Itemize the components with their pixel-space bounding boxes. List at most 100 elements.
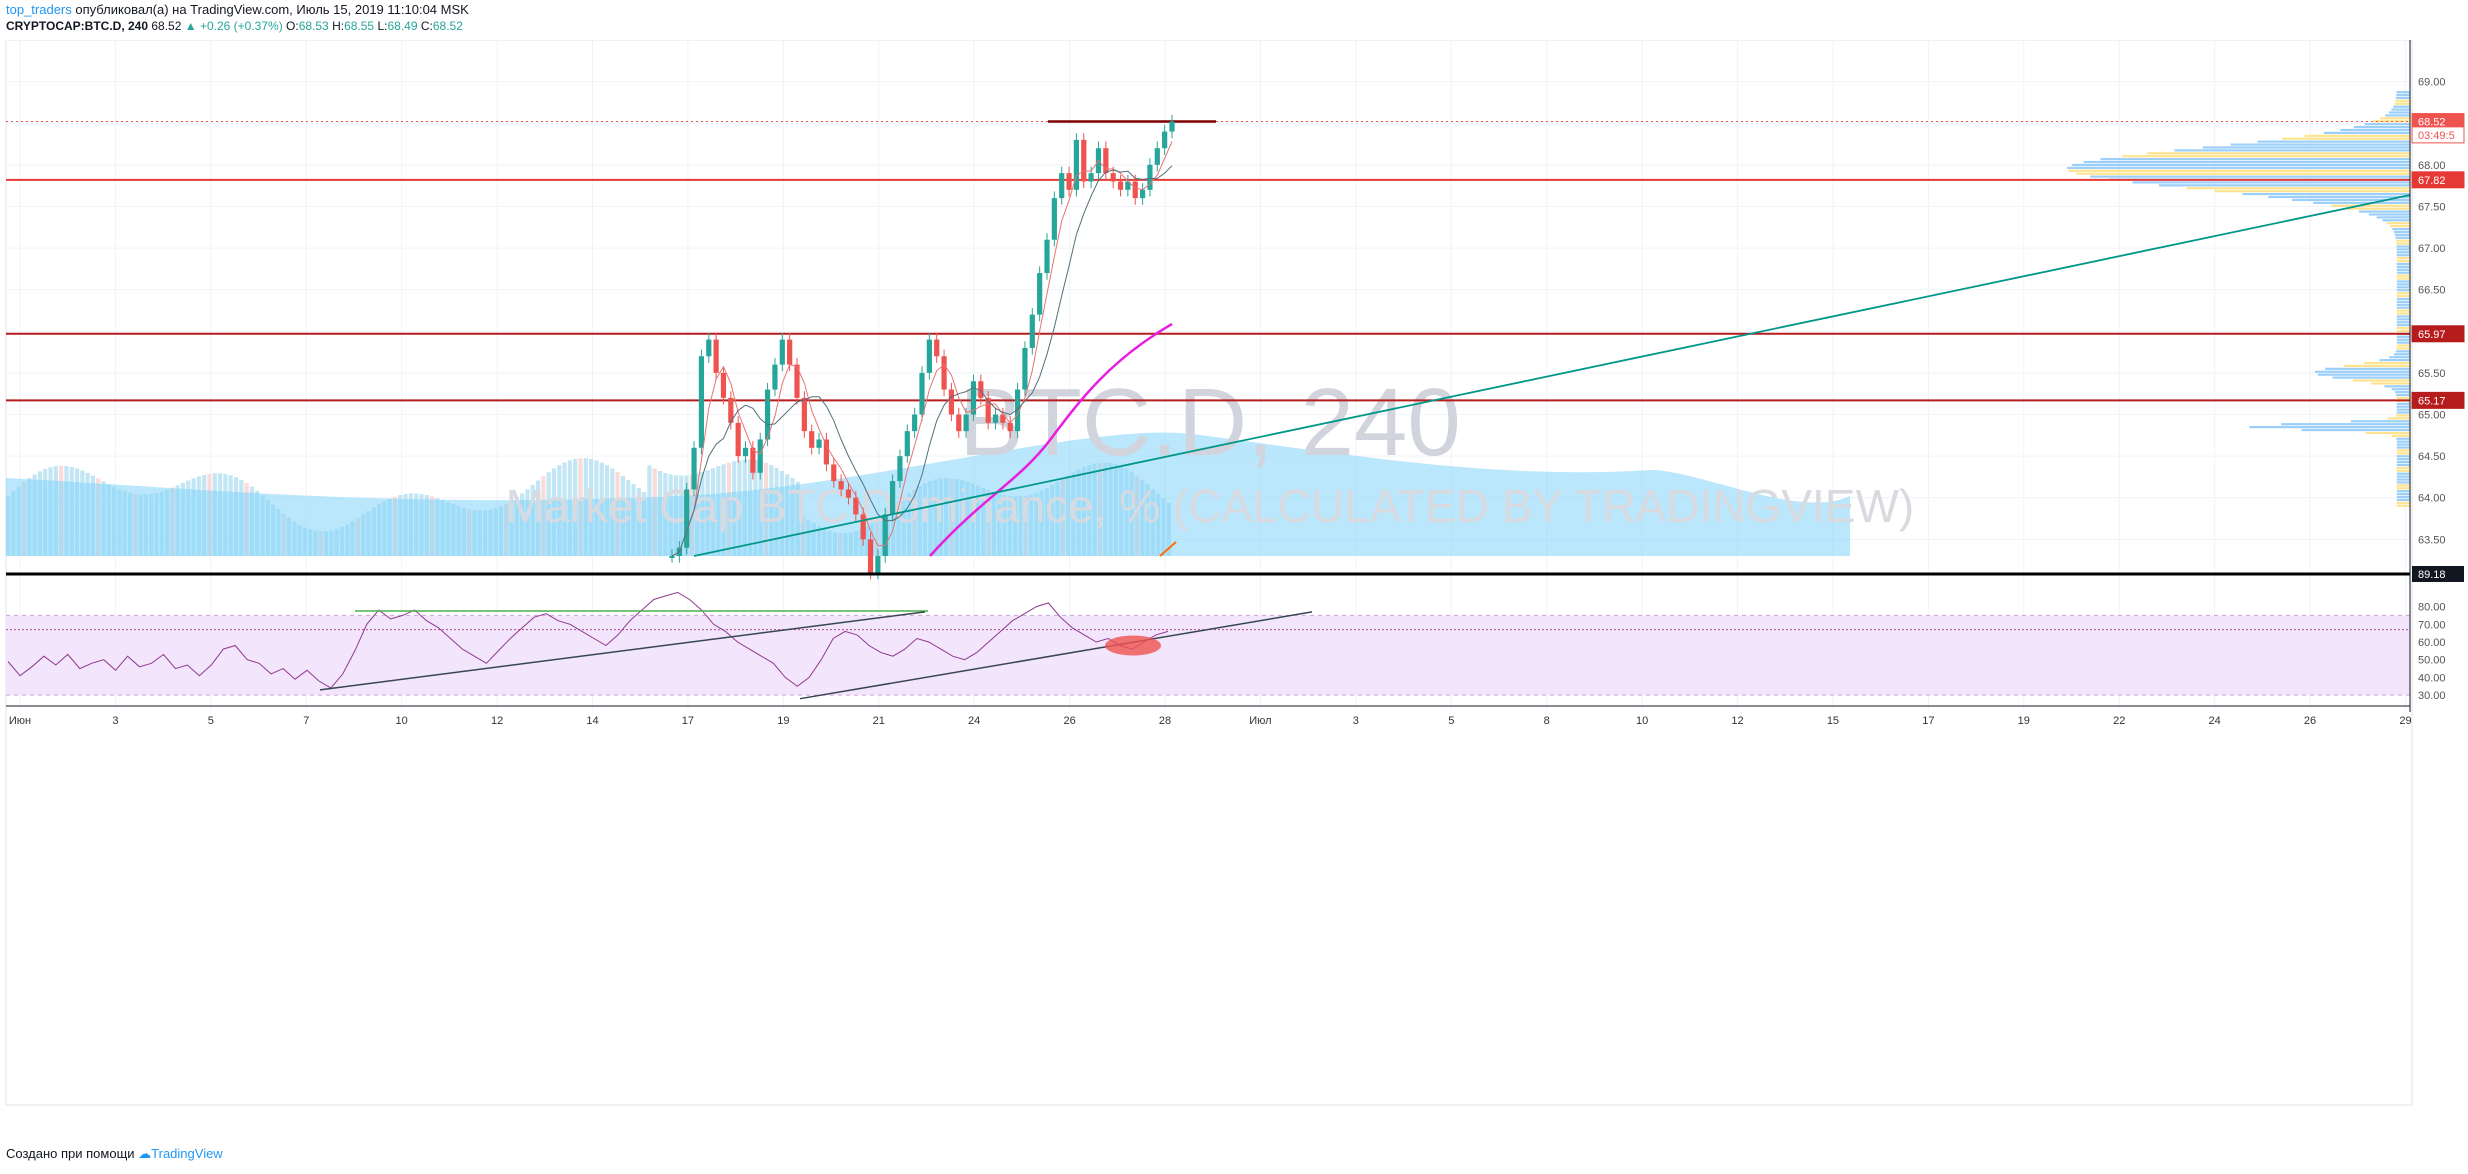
- profile-bar: [2390, 225, 2410, 228]
- profile-bar: [2396, 460, 2410, 464]
- rsi-trendline-1: [319, 611, 926, 691]
- candle-body: [698, 356, 705, 448]
- tradingview-logo-icon: ☁: [138, 1146, 152, 1161]
- candle-body: [992, 414, 999, 423]
- time-tick-label: 3: [112, 715, 118, 727]
- profile-bar: [2392, 227, 2410, 231]
- profile-bar: [2396, 452, 2410, 455]
- profile-bar: [2396, 347, 2410, 350]
- profile-bar: [2072, 163, 2410, 167]
- profile-bar: [2396, 463, 2410, 467]
- profile-bar: [2391, 434, 2410, 437]
- profile-bar: [2396, 455, 2410, 458]
- chart-canvas[interactable]: BTC.D, 240 Market Cap BTC Dominance, % (…: [0, 40, 2468, 1144]
- profile-bar: [2396, 312, 2410, 315]
- ma-slow-line: [671, 165, 1173, 557]
- profile-bar: [2396, 248, 2410, 251]
- candle-body: [889, 481, 896, 515]
- profile-bar: [2396, 303, 2410, 306]
- time-tick-label: 24: [2208, 715, 2220, 727]
- time-tick-label: 10: [396, 715, 408, 727]
- watermark-subtitle: Market Cap BTC Dominance, % (CALCULATED …: [506, 480, 1914, 532]
- candle-body: [1014, 389, 1021, 432]
- profile-bar: [2396, 341, 2410, 344]
- profile-bar: [2282, 137, 2410, 140]
- candle-body: [823, 439, 830, 465]
- candle-body: [934, 339, 940, 357]
- candle-body: [904, 431, 910, 457]
- rsi-level-text: 89.18: [2418, 569, 2446, 581]
- profile-bar: [2396, 469, 2410, 472]
- horizontal-levels[interactable]: [6, 120, 2410, 402]
- profile-bar: [2396, 306, 2410, 309]
- time-tick-label: 3: [1353, 715, 1359, 727]
- rsi-tick-label: 60.00: [2418, 637, 2446, 649]
- profile-bar: [2314, 370, 2410, 373]
- candle-body: [882, 514, 888, 556]
- profile-bar: [2396, 472, 2410, 475]
- trendline-support: [693, 194, 2411, 557]
- profile-bar: [2396, 446, 2410, 449]
- profile-bar: [2343, 364, 2410, 368]
- profile-bar: [2396, 493, 2410, 496]
- profile-bar: [2076, 172, 2410, 175]
- profile-bar: [2396, 294, 2410, 298]
- profile-bar: [2396, 411, 2410, 414]
- profile-bar: [2396, 265, 2410, 269]
- profile-bar: [2384, 385, 2410, 388]
- profile-bar: [2396, 239, 2410, 242]
- price-label-text: 65.97: [2418, 329, 2446, 341]
- profile-bar: [2396, 478, 2410, 481]
- high-value: 68.55: [344, 19, 375, 33]
- profile-bar: [2391, 108, 2410, 111]
- profile-bar: [2396, 481, 2410, 484]
- candle-body: [706, 339, 712, 357]
- time-tick-label: 7: [303, 715, 309, 727]
- candle-body: [985, 397, 991, 423]
- profile-bar: [2396, 318, 2410, 321]
- symbol-label: CRYPTOCAP:BTC.D, 240: [6, 19, 149, 33]
- candle-body: [1162, 131, 1168, 149]
- footer: Создано при помощи ☁TradingView: [6, 1146, 223, 1162]
- profile-bar: [2396, 504, 2410, 507]
- published-text: опубликовал(а) на TradingView.com, Июль …: [75, 2, 469, 17]
- candle-body: [1103, 148, 1109, 174]
- profile-bar: [2396, 458, 2410, 461]
- time-tick-label: 17: [1922, 715, 1934, 727]
- candle-body: [948, 389, 955, 415]
- rsi-tick-label: 40.00: [2418, 672, 2446, 684]
- profile-bar: [2396, 498, 2410, 502]
- candle-body: [757, 439, 763, 473]
- footer-brand[interactable]: TradingView: [151, 1146, 223, 1161]
- candle-body: [1007, 422, 1013, 432]
- profile-bar: [2083, 160, 2410, 164]
- candle-body: [978, 381, 984, 398]
- profile-bar: [2396, 286, 2410, 289]
- footer-made-with: Создано при помощи: [6, 1146, 135, 1161]
- time-axis: Июн 3 5 7 10 12 14 17 19 21 24 26 28 Июл 3 5 8 10 12 15 17 19…: [6, 705, 2412, 727]
- author-link[interactable]: top_traders: [6, 2, 72, 17]
- price-tick-label: 63.50: [2418, 534, 2446, 546]
- time-tick-label: 29: [2399, 715, 2411, 727]
- candle-body: [1088, 173, 1094, 182]
- profile-bar: [2396, 321, 2410, 324]
- volume-profile-bars: [6, 432, 1850, 556]
- rsi-tick-label: 30.00: [2418, 690, 2446, 702]
- rsi-tick-label: 50.00: [2418, 655, 2446, 667]
- profile-bar: [2396, 277, 2410, 280]
- candle-body: [764, 389, 771, 440]
- low-value: 68.49: [387, 19, 418, 33]
- profile-bar: [2395, 236, 2410, 239]
- profile-bar: [2396, 408, 2410, 411]
- profile-bar: [2350, 420, 2410, 423]
- trend-lines[interactable]: [693, 194, 2411, 557]
- candle-body: [713, 339, 719, 373]
- time-tick-label: 26: [2304, 715, 2316, 727]
- candle-body: [1000, 414, 1006, 423]
- profile-bar: [2391, 388, 2410, 391]
- price-tick-label: 66.50: [2418, 285, 2446, 297]
- price-label-box: [2411, 171, 2465, 189]
- candle-body: [1022, 347, 1028, 390]
- price-label-box: [2411, 325, 2465, 343]
- profile-bar: [2323, 131, 2410, 135]
